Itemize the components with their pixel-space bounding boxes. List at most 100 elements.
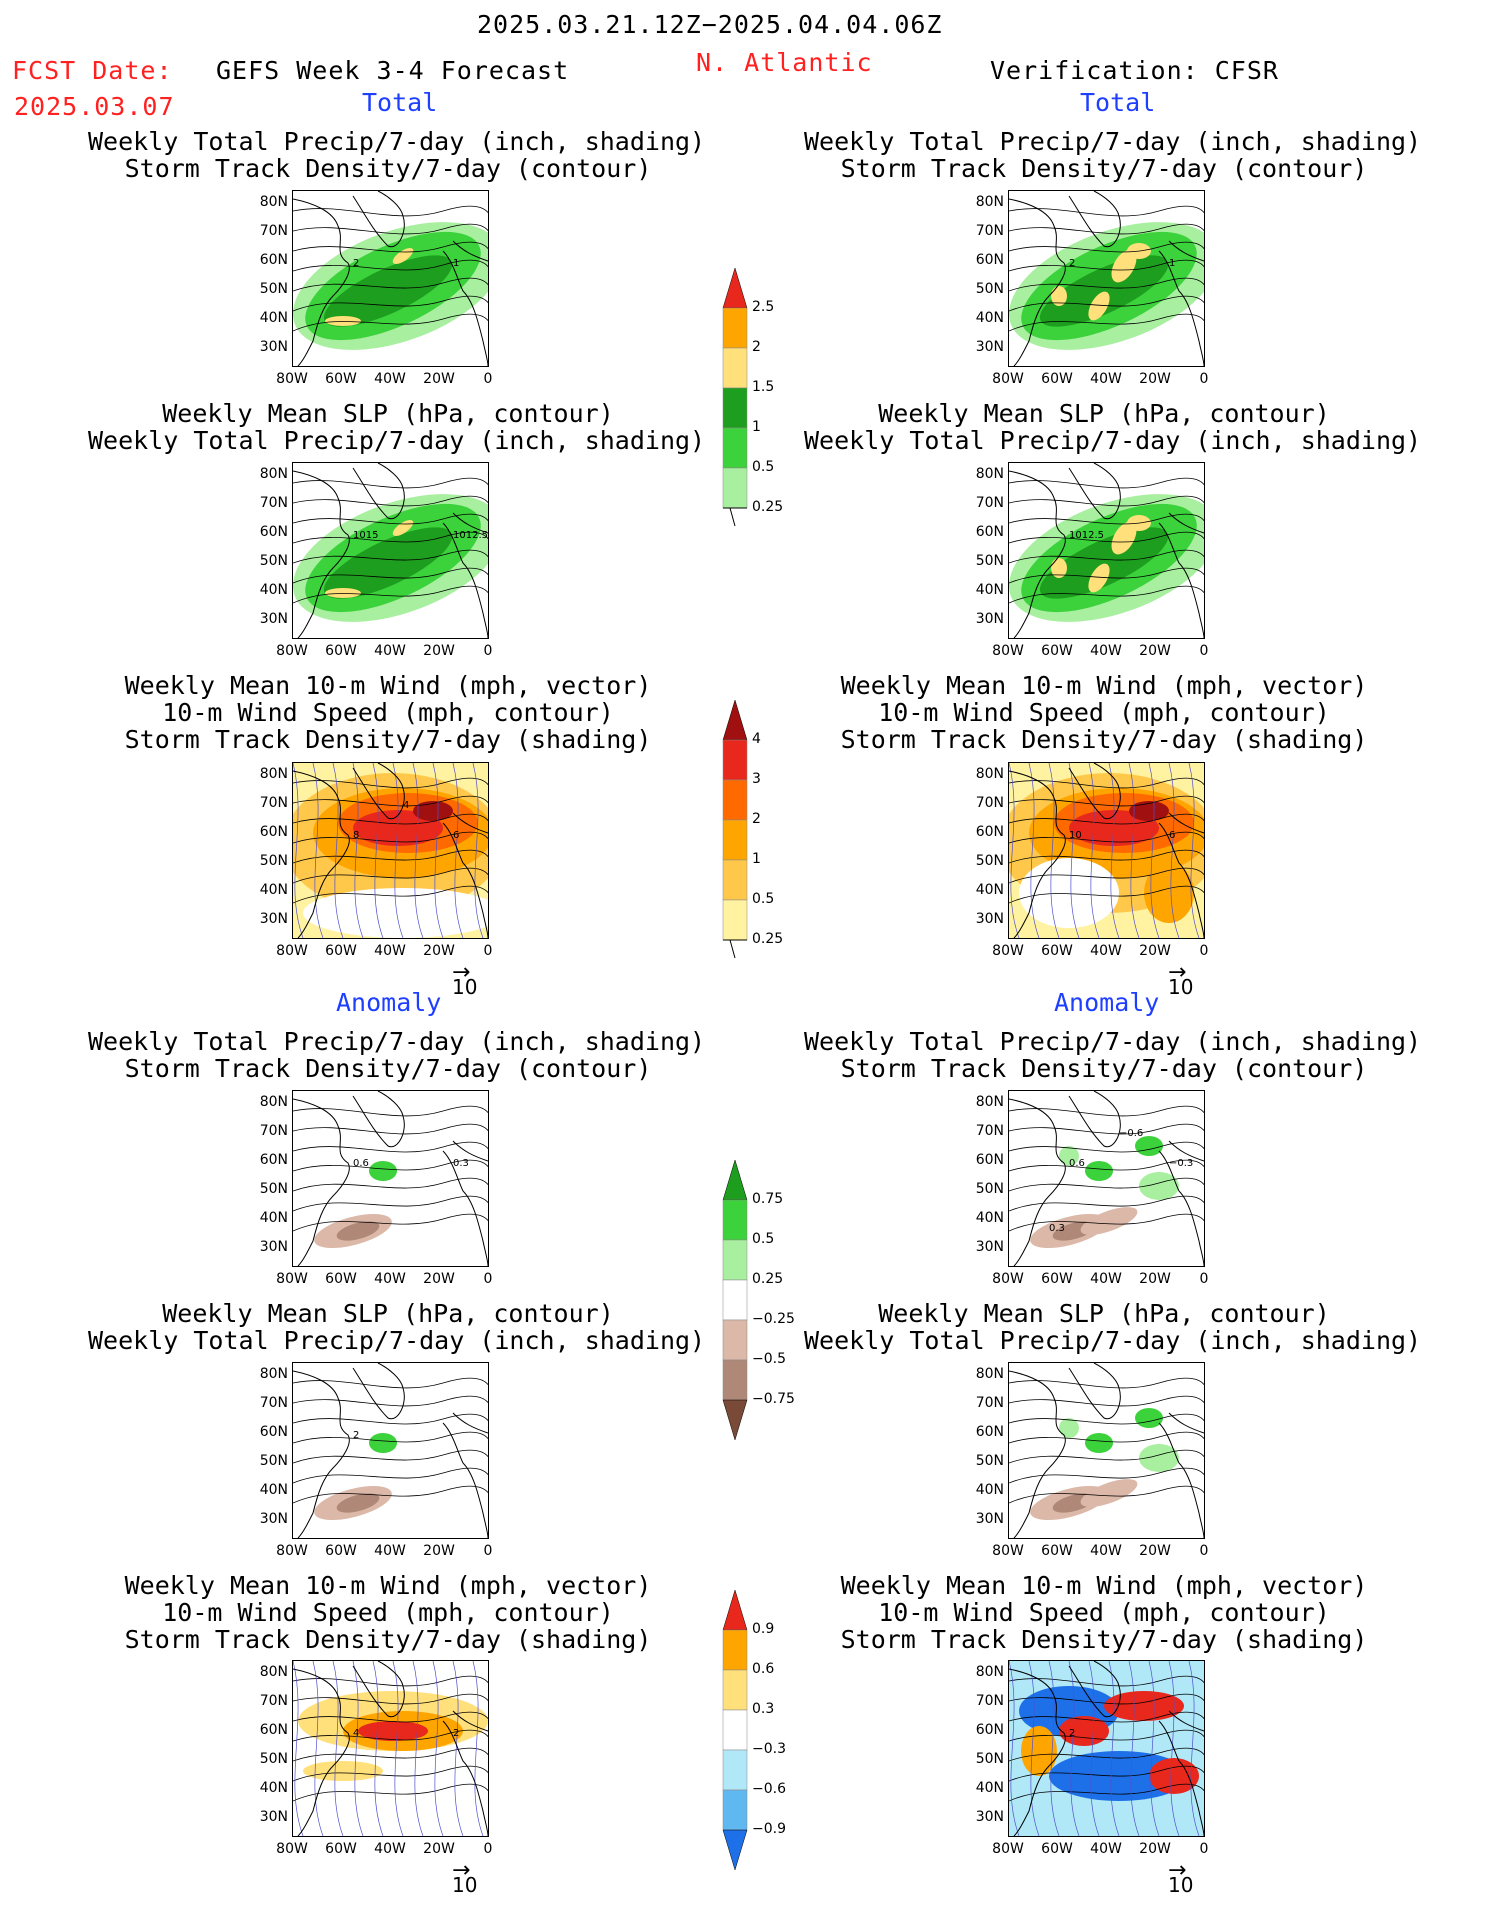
panel-title-5R: Weekly Mean SLP (hPa, contour) Weekly Tot… [804,1299,1422,1355]
map-plot-p4R: 0.6 −0.3 −0.6 0.3 [1009,1091,1204,1266]
lat-tick-label: 80N [975,194,1004,210]
lon-tick-label: 0 [1199,371,1209,387]
colorbar-segment [722,1160,748,1201]
colorbar-label: 0.9 [752,1621,775,1637]
colorbar-label: 0.5 [752,1231,775,1247]
map-plot-p5R [1009,1363,1204,1538]
panel-title-3L: Weekly Mean 10-m Wind (mph, vector) 10-m … [124,671,652,754]
panel-title-2R: Weekly Mean SLP (hPa, contour) Weekly Tot… [804,399,1422,455]
colorbar-segment [722,1359,748,1401]
lat-tick-label: 40N [975,310,1004,326]
date-range: 2025.03.21.12Z−2025.04.04.06Z [477,10,943,39]
lon-tick-label: 0 [483,371,493,387]
lat-tick-label: 30N [259,1809,288,1825]
contour-label: 1012.5 [1069,530,1104,541]
contour-label: 4 [353,1728,359,1739]
lon-tick-label: 60W [1041,943,1073,959]
lon-tick-label: 60W [1041,643,1073,659]
lat-tick-label: 80N [975,1094,1004,1110]
lat-tick-label: 60N [259,1424,288,1440]
lat-tick-label: 70N [975,223,1004,239]
colorbar-segment [722,1239,748,1281]
map-plot-p4L: 0.6 0.3 [293,1091,488,1266]
lat-tick-label: 40N [259,1780,288,1796]
lat-tick-label: 60N [259,1152,288,1168]
colorbar-label: 1 [752,851,761,867]
lat-tick-label: 60N [975,1722,1004,1738]
lat-tick-label: 50N [259,1751,288,1767]
lat-tick-label: 50N [259,553,288,569]
lon-tick-label: 20W [423,643,455,659]
colorbar-anom_precip [722,1160,748,1441]
contour-label: 1 [1169,258,1175,269]
lon-tick-label: 60W [1041,1543,1073,1559]
lat-tick-label: 60N [259,824,288,840]
contour-label: 2 [1069,258,1075,269]
colorbar-segment [722,307,748,349]
map-plot-p5L: 2 [293,1363,488,1538]
fcst-date-label: FCST Date: [12,56,173,85]
lon-tick-label: 60W [325,1841,357,1857]
lon-tick-label: 40W [374,1271,406,1287]
lat-tick-label: 80N [975,466,1004,482]
lat-tick-label: 60N [975,824,1004,840]
lat-tick-label: 60N [975,1424,1004,1440]
map-panel-p6R: 2 [1008,1660,1205,1837]
lon-tick-label: 40W [374,1543,406,1559]
lon-tick-label: 0 [483,943,493,959]
lat-tick-label: 80N [259,766,288,782]
lat-tick-label: 40N [975,1482,1004,1498]
contour-label: 6 [453,830,459,841]
colorbar-label: −0.6 [752,1781,786,1797]
colorbar-label: 2 [752,811,761,827]
lon-tick-label: 80W [992,371,1024,387]
colorbar-label: 2 [752,339,761,355]
lat-tick-label: 50N [975,1751,1004,1767]
lat-tick-label: 80N [975,1664,1004,1680]
lon-tick-label: 0 [1199,943,1209,959]
lat-tick-label: 80N [259,1664,288,1680]
contour-label: 1 [453,258,459,269]
contour-label: 2 [1069,1728,1075,1739]
map-panel-p4L: 0.6 0.3 [292,1090,489,1267]
lon-tick-label: 60W [1041,371,1073,387]
vector-reference-2L: → 10 [452,1858,478,1897]
colorbar-label: −0.75 [752,1391,795,1407]
colorbar-label: 0.5 [752,891,775,907]
contour-label: 2 [453,1728,459,1739]
lon-tick-label: 80W [276,371,308,387]
lon-tick-label: 60W [325,1543,357,1559]
lon-tick-label: 0 [1199,1543,1209,1559]
lat-tick-label: 30N [975,911,1004,927]
lat-tick-label: 60N [259,1722,288,1738]
lon-tick-label: 60W [1041,1841,1073,1857]
lon-tick-label: 0 [483,1543,493,1559]
lat-tick-label: 50N [259,853,288,869]
lon-tick-label: 0 [483,1841,493,1857]
contour-label: 8 [353,830,359,841]
lat-tick-label: 50N [259,1181,288,1197]
lon-tick-label: 80W [992,1841,1024,1857]
map-plot-p2R: 1012.5 [1009,463,1204,638]
section-total-left: Total [362,88,438,117]
right-title: Verification: CFSR [990,56,1279,85]
panel-title-3R: Weekly Mean 10-m Wind (mph, vector) 10-m … [840,671,1368,754]
lon-tick-label: 80W [992,1271,1024,1287]
colorbar-segment [722,819,748,861]
vector-reference-2R: → 10 [1168,1858,1194,1897]
lon-tick-label: 80W [276,1841,308,1857]
contour-label: 2 [353,1430,359,1441]
lat-tick-label: 50N [259,1453,288,1469]
colorbar-segment [722,1669,748,1711]
left-title: GEFS Week 3-4 Forecast [216,56,570,85]
contour-label: 2 [353,258,359,269]
lat-tick-label: 80N [259,1366,288,1382]
lat-tick-label: 70N [259,1395,288,1411]
lat-tick-label: 40N [259,582,288,598]
lat-tick-label: 80N [975,766,1004,782]
contour-label: 6 [1169,830,1175,841]
colorbar-label: 0.6 [752,1661,775,1677]
